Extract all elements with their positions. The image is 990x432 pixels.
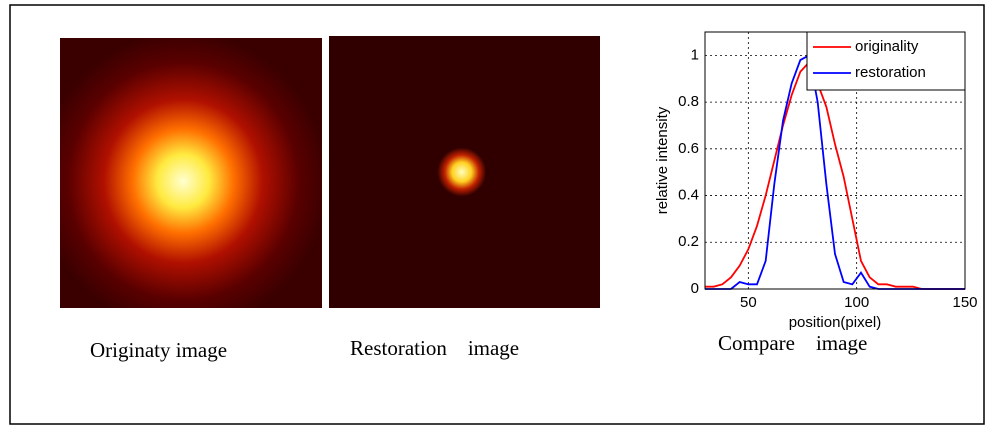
caption: Restoration image xyxy=(350,336,519,360)
figure: Originaty image Restoration image Compar… xyxy=(0,0,990,427)
y-tick-label: 0.6 xyxy=(678,140,699,157)
x-tick-label: 100 xyxy=(844,294,869,311)
restoration-image xyxy=(329,36,600,308)
caption: Compare image xyxy=(718,331,867,355)
original-image xyxy=(60,38,322,308)
y-tick-label: 0.2 xyxy=(678,233,699,250)
x-axis-label: position(pixel) xyxy=(789,314,882,331)
legend-label: originality xyxy=(855,38,919,55)
y-tick-label: 0.4 xyxy=(678,187,699,204)
page: Originaty image Restoration image Compar… xyxy=(0,0,990,432)
legend-label: restoration xyxy=(855,64,926,81)
x-tick-label: 50 xyxy=(740,294,757,311)
y-tick-label: 0 xyxy=(691,280,699,297)
y-axis-label: relative intensity xyxy=(654,106,671,214)
y-tick-label: 0.8 xyxy=(678,93,699,110)
x-tick-label: 150 xyxy=(952,294,977,311)
y-tick-label: 1 xyxy=(691,46,699,63)
caption: Originaty image xyxy=(90,338,227,362)
